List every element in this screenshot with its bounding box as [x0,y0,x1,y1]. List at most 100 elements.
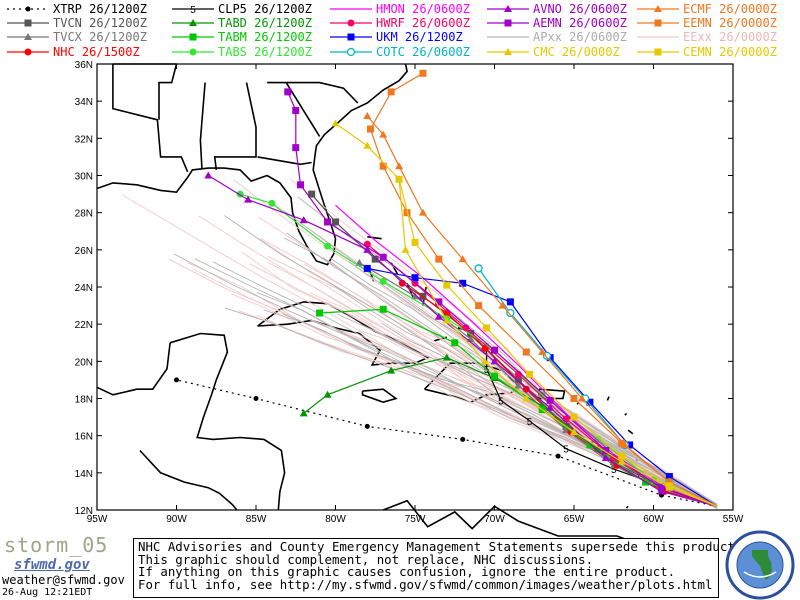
track-tabs-marker [379,277,387,285]
track-cemn-marker [525,370,533,378]
contact-email[interactable]: weather@sfwmd.gov [2,573,125,587]
legend-item-apxx: APxx 26/0600Z [485,30,645,44]
track-avno-marker [204,171,213,179]
legend-label: EExx 26/0000Z [683,30,777,45]
track-tvcn-marker [308,190,316,198]
track-tvcn-marker [514,376,522,384]
legend-item-avno: AVNO 26/0600Z [485,2,645,16]
legend-label: AVNO 26/0600Z [533,2,627,16]
legend-label: APxx 26/0600Z [533,30,627,45]
legend-item-tabs: TABS 26/1200Z [170,45,330,59]
coastline-segment [257,301,430,366]
legend-label: EEMN 26/0000Z [683,16,777,31]
track-nhc-marker [522,385,530,393]
track-cmc-marker [401,245,410,253]
track-aemn-marker [379,253,387,261]
legend-item-eemn: EEMN 26/0000Z [635,16,795,30]
track-avno-marker [363,245,372,253]
track-tvcx-marker [355,258,364,266]
legend-marker [24,48,32,56]
legend-label: HMON 26/0600Z [376,2,470,16]
track-eemn-marker [366,125,374,133]
coastline-segment [267,81,359,104]
legend-marker [346,47,356,56]
track-cemn-marker [411,238,419,246]
legend-marker [189,19,197,27]
track-cmc-marker [363,141,372,149]
coastline-segment [367,236,382,240]
track-cotc-marker [506,308,515,318]
legend-swatch [330,19,372,27]
track-tabd-marker [387,366,396,374]
lat-label: 32N [75,134,93,145]
ensemble-tracks [122,178,718,510]
legend-swatch: 5 [172,5,214,16]
legend-item-ukm: UKM 26/1200Z [328,30,488,44]
legend-swatch [172,19,214,27]
legend-swatch [637,48,679,56]
disclaimer-line: NHC Advisories and County Emergency Mana… [138,539,743,554]
lon-label: 90W [166,514,187,525]
track-eemn-marker [522,348,530,356]
ensemble-member [360,323,718,507]
track-xtrp-marker [253,396,259,401]
track-tvcn-marker [371,255,379,263]
track-ecmf-marker [458,255,467,263]
legend-item-hmon: HMON 26/0600Z [328,2,488,16]
track-nhc [398,279,718,507]
legend-item-tvcn: TVCN 26/1200Z [5,16,165,30]
legend-label: CEMN 26/0000Z [683,44,777,59]
legend-label: HWRF 26/0600Z [376,16,470,31]
track-aemn-marker [435,298,443,306]
track-cmc-marker [442,316,451,324]
track-aemn-marker [491,346,498,354]
lat-label: 30N [75,172,93,183]
coastline-segment [96,342,171,396]
disclaimer-link-line[interactable]: For full info, see http://my.sfwmd.gov/s… [138,576,713,592]
map-frame [96,63,734,511]
legend-marker [654,5,662,12]
legend-marker [347,33,355,41]
legend-swatch [487,47,529,55]
lat-label: 36N [75,60,93,71]
track-aemn-marker [324,218,332,226]
coastline-segment [257,156,312,166]
legend-swatch [7,33,49,41]
track-xtrp-marker [555,453,561,459]
track-cmc-marker [617,457,626,465]
lat-label: 12N [75,506,93,517]
legend-item-hwrf: HWRF 26/0600Z [328,16,488,30]
track-ecmf-marker [379,130,388,138]
legend-swatch [7,19,49,27]
track-tabd-marker [593,444,602,452]
disclaimer-box: NHC Advisories and County Emergency Mana… [133,538,743,598]
legend-swatch [487,36,529,39]
coastline-segment [285,82,321,137]
legend-swatch [487,19,529,27]
track-ukm-marker [586,398,594,406]
legend-marker: 5 [190,5,196,16]
legend-swatch [330,8,372,10]
legend-label: AEMN 26/0600Z [533,16,627,31]
coastline-segment [627,429,634,435]
coastline-segment [625,505,629,509]
legend-label: CLP5 26/1200Z [218,2,312,16]
track-clp5-marker: 5 [498,396,504,407]
track-tvcn-marker [332,218,339,226]
legend-label: TABS 26/1200Z [218,44,312,59]
legend-label: COTC 26/0600Z [376,44,470,59]
disclaimer-line: If anything on this graphic causes confu… [138,564,676,580]
track-tabs-marker [538,391,546,399]
legend-label: UKM 26/1200Z [376,30,463,45]
track-clp5-marker: 5 [611,465,617,476]
track-eemn-marker [475,302,483,310]
brand-link[interactable]: sfwmd.gov [14,557,90,573]
track-hmon [335,204,718,507]
legend-marker [25,6,31,12]
legend-swatch [172,48,214,56]
coastline-segment [139,449,238,511]
track-tabd-marker [442,353,451,361]
track-nhc-marker [443,309,451,317]
legend-marker [347,19,355,27]
legend-swatch [637,36,679,39]
